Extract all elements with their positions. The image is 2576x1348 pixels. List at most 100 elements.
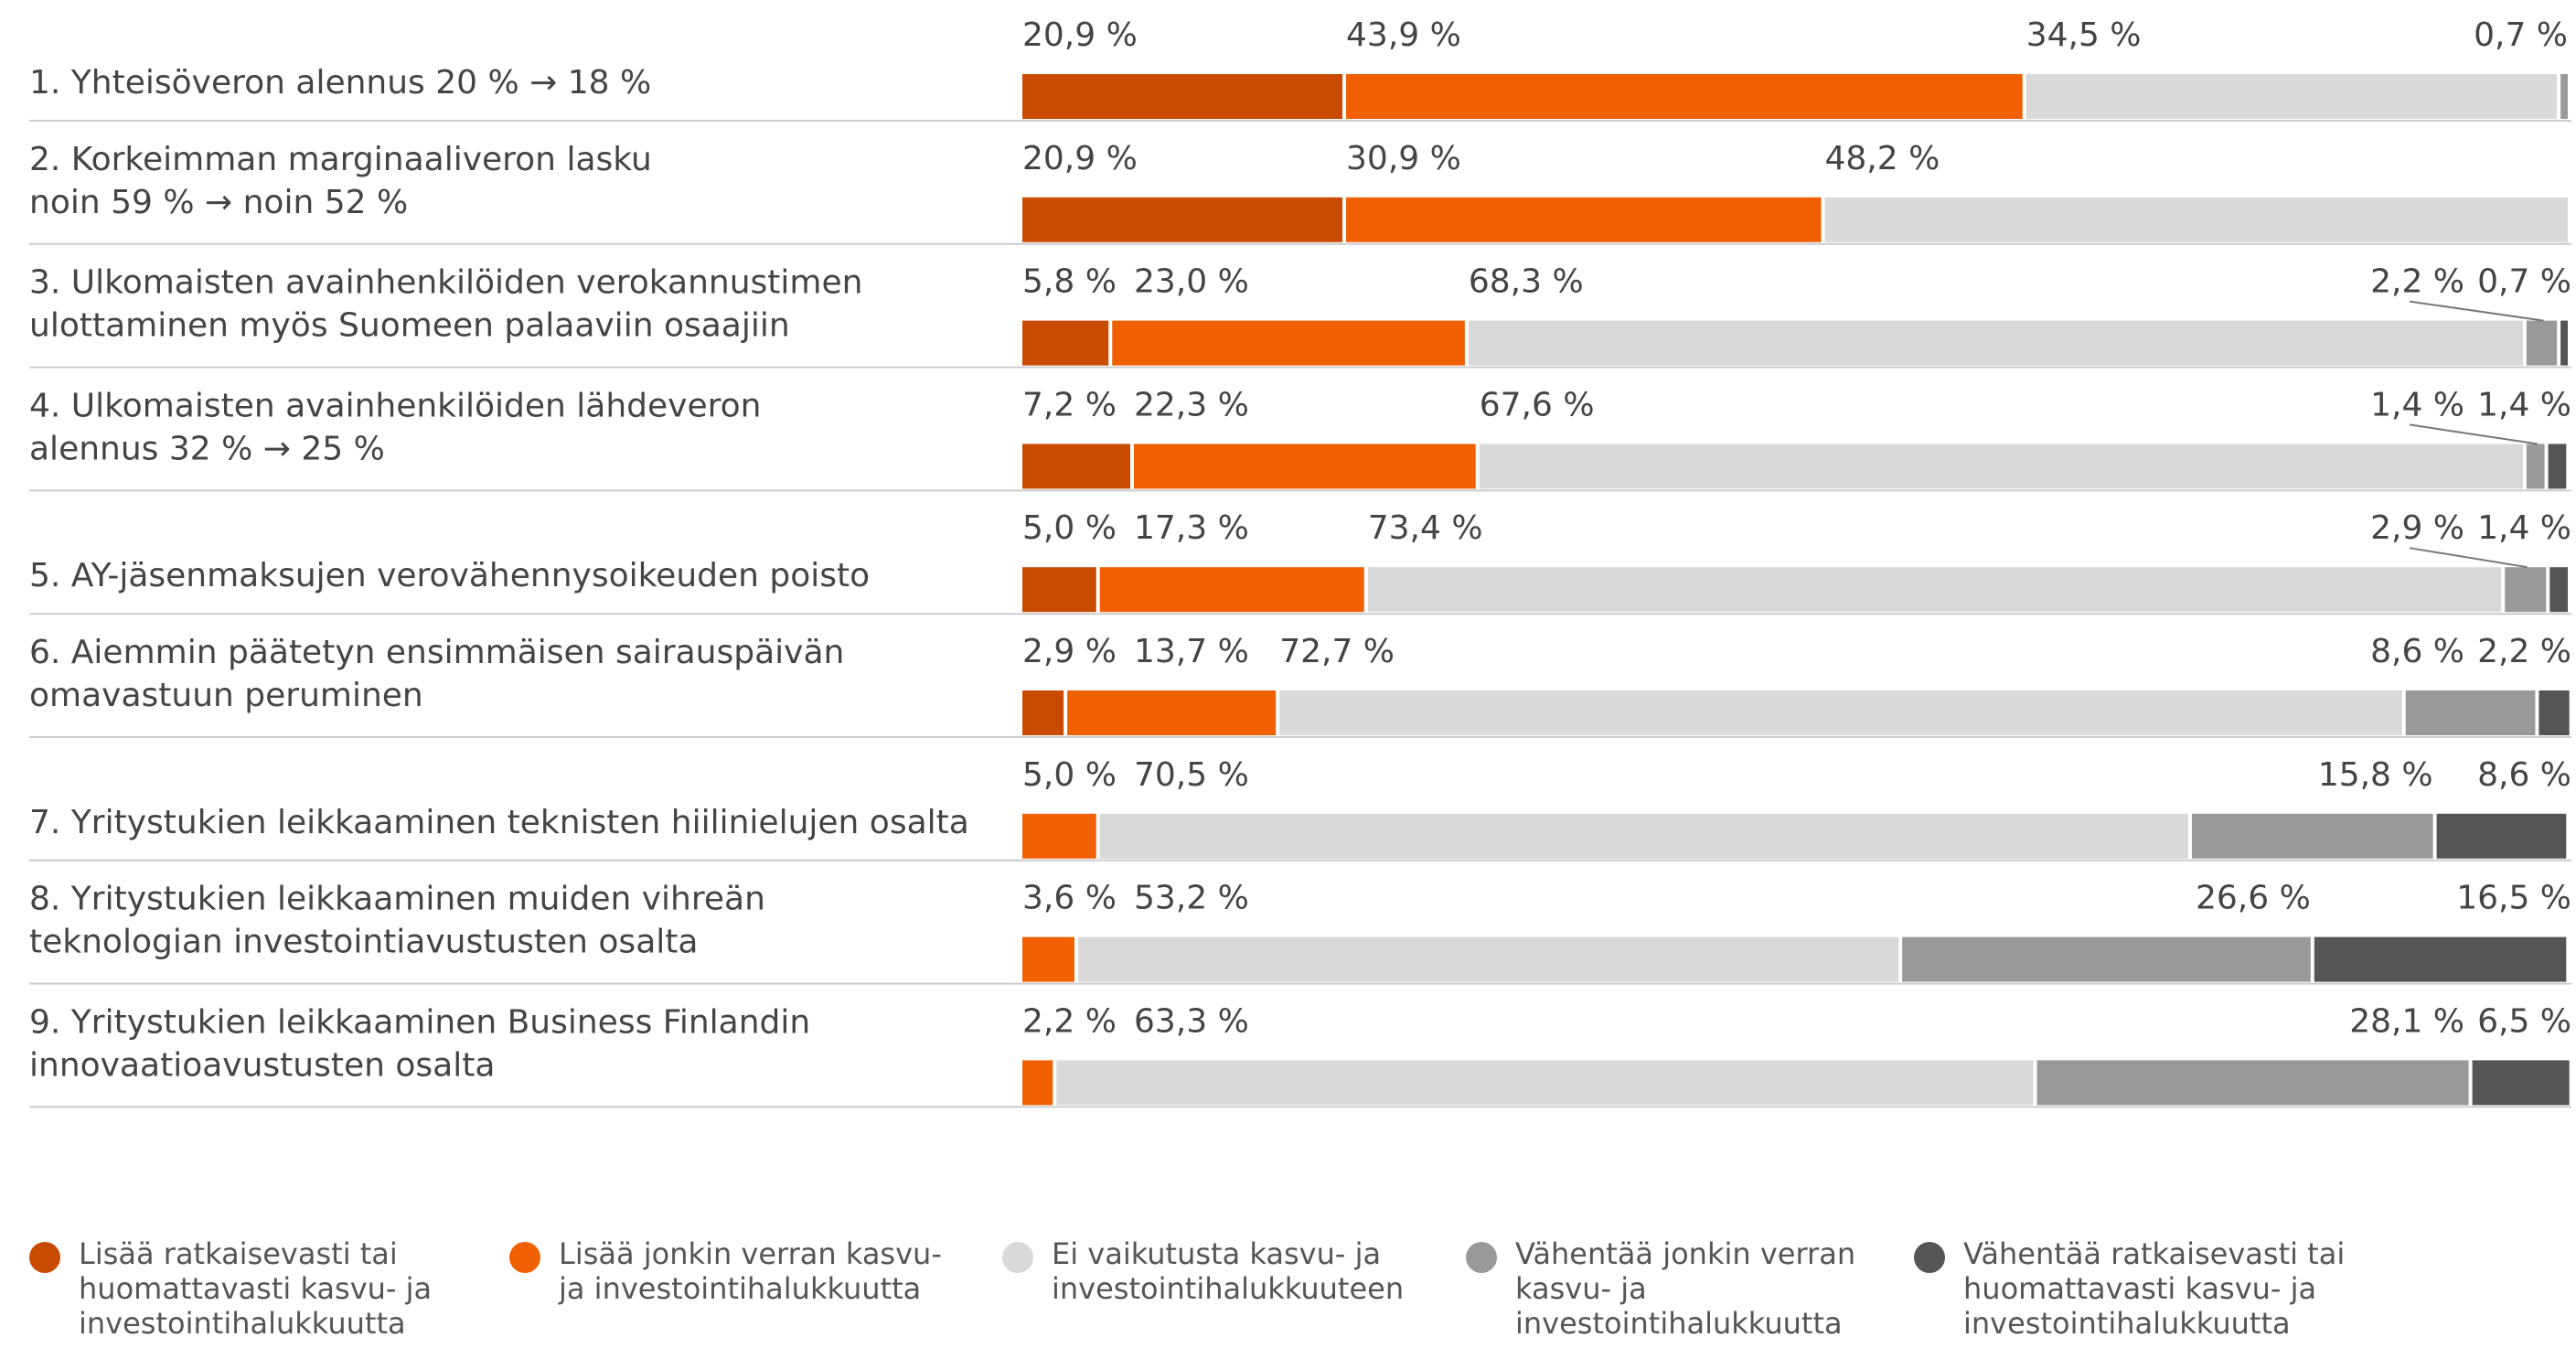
value-label: 20,9 % bbox=[1022, 16, 1138, 54]
leader-line bbox=[2409, 423, 2538, 445]
bar-segment bbox=[1022, 1060, 1053, 1106]
value-label: 1,4 % bbox=[2477, 509, 2571, 547]
legend-label: Lisää ratkaisevasti tai huomattavasti ka… bbox=[79, 1236, 433, 1341]
bar-segment bbox=[2405, 690, 2536, 735]
value-label: 7,2 % bbox=[1022, 386, 1117, 423]
bar-segment bbox=[1077, 936, 1899, 982]
value-label: 30,9 % bbox=[1346, 140, 1461, 177]
value-label: 70,5 % bbox=[1134, 756, 1249, 794]
value-label: 22,3 % bbox=[1134, 386, 1249, 423]
bar-segment bbox=[2505, 567, 2547, 613]
value-label: 3,6 % bbox=[1022, 880, 1117, 917]
category-label: 6. Aiemmin päätetyn ensimmäisen sairausp… bbox=[29, 634, 844, 671]
bar-segment bbox=[1112, 320, 1465, 366]
category-label: 1. Yhteisöveron alennus 20 % → 18 % bbox=[29, 64, 651, 102]
value-label: 72,7 % bbox=[1279, 633, 1395, 670]
legend-marker bbox=[29, 1242, 60, 1273]
value-label: 2,9 % bbox=[1022, 633, 1117, 670]
value-label: 63,3 % bbox=[1134, 1002, 1249, 1040]
value-label: 48,2 % bbox=[1824, 140, 1940, 177]
category-label: 4. Ulkomaisten avainhenkilöiden lähdever… bbox=[29, 387, 762, 424]
bar-segment bbox=[1902, 936, 2311, 982]
bar-segment bbox=[1346, 74, 2023, 119]
value-label: 2,2 % bbox=[2477, 633, 2571, 670]
bar-segment bbox=[1056, 1060, 2034, 1106]
bar-segment bbox=[1022, 690, 1064, 735]
bar-segment bbox=[2526, 320, 2558, 366]
bar-segment bbox=[1479, 444, 2523, 489]
value-label: 15,8 % bbox=[2318, 756, 2433, 794]
value-label: 53,2 % bbox=[1134, 880, 1249, 917]
bar-segment bbox=[1824, 197, 2568, 242]
legend-label: Ei vaikutusta kasvu- ja investointihaluk… bbox=[1052, 1236, 1405, 1306]
value-label: 73,4 % bbox=[1368, 509, 1483, 547]
category-label: ulottaminen myös Suomeen palaaviin osaaj… bbox=[29, 307, 790, 345]
value-label: 0,7 % bbox=[2477, 263, 2571, 301]
value-label: 2,2 % bbox=[2370, 263, 2464, 301]
bar-segment bbox=[1022, 74, 1343, 119]
bar-segment bbox=[2436, 813, 2567, 859]
chart: 1. Yhteisöveron alennus 20 % → 18 % 20,9 … bbox=[29, 16, 2571, 1108]
bar-segment bbox=[2036, 1060, 2469, 1106]
bar-segment bbox=[1022, 567, 1096, 613]
leader-line bbox=[2409, 547, 2528, 569]
category-label: 2. Korkeimman marginaaliveron lasku bbox=[29, 141, 652, 178]
value-label: 28,1 % bbox=[2349, 1002, 2464, 1040]
bar-segment bbox=[2560, 74, 2568, 119]
value-label: 8,6 % bbox=[2477, 756, 2571, 794]
value-label: 5,0 % bbox=[1022, 509, 1117, 547]
value-label: 0,7 % bbox=[2474, 16, 2568, 54]
bar-segment bbox=[1346, 197, 1822, 242]
bar-segment bbox=[1022, 936, 1074, 982]
value-label: 23,0 % bbox=[1134, 263, 1249, 301]
value-label: 67,6 % bbox=[1480, 386, 1595, 423]
bar-segment bbox=[1468, 320, 2523, 366]
bar-segment bbox=[1099, 813, 2188, 859]
value-label: 34,5 % bbox=[2026, 16, 2142, 54]
category-label: 3. Ulkomaisten avainhenkilöiden verokann… bbox=[29, 264, 862, 302]
value-label: 8,6 % bbox=[2370, 633, 2464, 670]
bar-segment bbox=[1367, 567, 2502, 613]
value-label: 13,7 % bbox=[1134, 633, 1249, 670]
bar-segment bbox=[1022, 197, 1343, 242]
legend-marker bbox=[509, 1242, 540, 1273]
category-label: 5. AY-jäsenmaksujen verovähennysoikeuden… bbox=[29, 557, 870, 594]
legend-marker bbox=[1914, 1242, 1945, 1273]
bar-segment bbox=[1067, 690, 1277, 735]
value-label: 16,5 % bbox=[2456, 880, 2571, 917]
bar-segment bbox=[1022, 813, 1096, 859]
value-label: 68,3 % bbox=[1469, 263, 1584, 301]
bar-segment bbox=[2314, 936, 2567, 982]
value-label: 6,5 % bbox=[2477, 1002, 2571, 1040]
value-label: 43,9 % bbox=[1346, 16, 1461, 54]
value-label: 5,0 % bbox=[1022, 756, 1117, 794]
category-label: teknologian investointiavustusten osalta bbox=[29, 924, 698, 961]
legend-label: Lisää jonkin verran kasvu- ja investoint… bbox=[559, 1236, 942, 1306]
bar-segment bbox=[1133, 444, 1476, 489]
value-label: 1,4 % bbox=[2370, 386, 2464, 423]
bar-segment bbox=[2548, 444, 2567, 489]
bar-segment bbox=[2539, 690, 2570, 735]
bar-segment bbox=[2549, 567, 2568, 613]
legend-label: Vähentää jonkin verran kasvu- ja investo… bbox=[1515, 1236, 1856, 1341]
bar-segment bbox=[2191, 813, 2433, 859]
legend-marker bbox=[1466, 1242, 1497, 1273]
category-label: omavastuun peruminen bbox=[29, 677, 423, 714]
value-label: 1,4 % bbox=[2477, 386, 2571, 423]
legend-label: Vähentää ratkaisevasti tai huomattavasti… bbox=[1963, 1236, 2346, 1341]
bar-segment bbox=[1279, 690, 2402, 735]
bar-segment bbox=[1022, 320, 1109, 366]
category-label: noin 59 % → noin 52 % bbox=[29, 184, 408, 221]
value-label: 2,2 % bbox=[1022, 1002, 1117, 1040]
bar-segment bbox=[2472, 1060, 2570, 1106]
value-label: 20,9 % bbox=[1022, 140, 1138, 177]
leader-line bbox=[2409, 300, 2544, 322]
value-label: 2,9 % bbox=[2370, 509, 2464, 547]
bar-segment bbox=[1022, 444, 1130, 489]
bar-segment bbox=[2026, 74, 2558, 119]
category-label: alennus 32 % → 25 % bbox=[29, 430, 385, 467]
legend-marker bbox=[1002, 1242, 1033, 1273]
value-label: 26,6 % bbox=[2196, 880, 2311, 917]
category-label: innovaatioavustusten osalta bbox=[29, 1046, 495, 1084]
